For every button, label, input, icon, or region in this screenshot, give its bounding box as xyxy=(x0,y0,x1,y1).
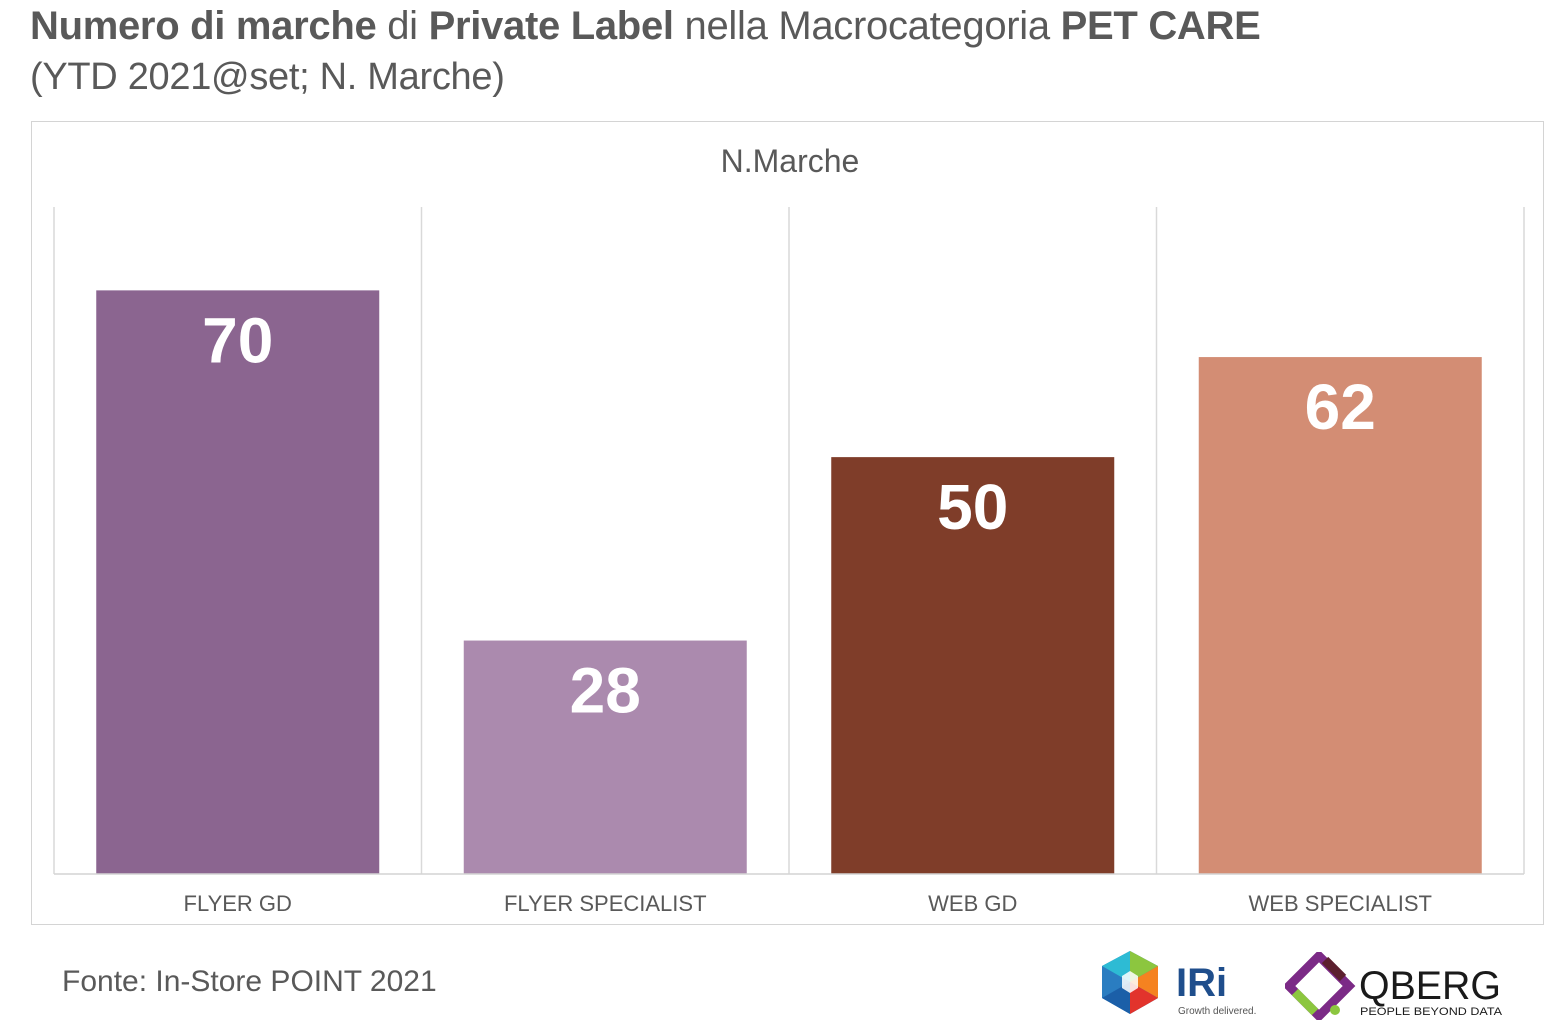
category-labels: FLYER GD FLYER SPECIALIST WEB GD WEB SPECIA… xyxy=(184,891,1432,916)
category-label: WEB SPECIALIST xyxy=(1249,891,1432,916)
data-label: 28 xyxy=(570,655,641,727)
bar-web-gd xyxy=(831,457,1115,874)
title-part-3: nella Macrocategoria xyxy=(673,4,1061,48)
category-label: FLYER SPECIALIST xyxy=(504,891,707,916)
title-part-2: Private Label xyxy=(428,4,674,48)
category-label: FLYER GD xyxy=(184,891,292,916)
qberg-logo: QBERG PEOPLE BEYOND DATA xyxy=(1285,952,1503,1020)
bars xyxy=(96,290,1482,874)
title-part-0: Numero di marche xyxy=(30,4,377,48)
source-note: Fonte: In-Store POINT 2021 xyxy=(62,965,437,998)
bar-web-specialist xyxy=(1198,357,1482,874)
iri-hexagon-icon xyxy=(1102,951,1158,1014)
chart-subtitle: (YTD 2021@set; N. Marche) xyxy=(30,56,505,98)
iri-tagline: Growth delivered. xyxy=(1178,1006,1256,1017)
data-label: 50 xyxy=(937,471,1008,543)
bar-flyer-specialist xyxy=(463,640,747,874)
iri-logo: IRi Growth delivered. xyxy=(1102,951,1256,1017)
chart-title: Numero di marche di Private Label nella … xyxy=(30,2,1261,50)
title-part-1: di xyxy=(376,4,429,48)
data-labels: 70 28 50 62 xyxy=(202,304,1376,726)
chart-area: N.Marche 70 28 50 62 FLYER GD FLYER SPECIALI… xyxy=(31,121,1544,925)
category-label: WEB GD xyxy=(928,891,1017,916)
data-label: 62 xyxy=(1305,371,1376,443)
data-label: 70 xyxy=(202,304,273,376)
qberg-tagline: PEOPLE BEYOND DATA xyxy=(1360,1006,1503,1018)
bar-chart: N.Marche 70 28 50 62 FLYER GD FLYER SPECIALI… xyxy=(53,143,1525,916)
qberg-diamond-icon xyxy=(1285,952,1356,1020)
iri-wordmark: IRi xyxy=(1176,961,1227,1005)
bar-flyer-gd xyxy=(96,290,380,874)
qberg-wordmark: QBERG xyxy=(1359,964,1501,1008)
title-part-4: PET CARE xyxy=(1060,4,1261,48)
category-dividers xyxy=(53,207,1525,874)
plot-title: N.Marche xyxy=(721,143,860,179)
